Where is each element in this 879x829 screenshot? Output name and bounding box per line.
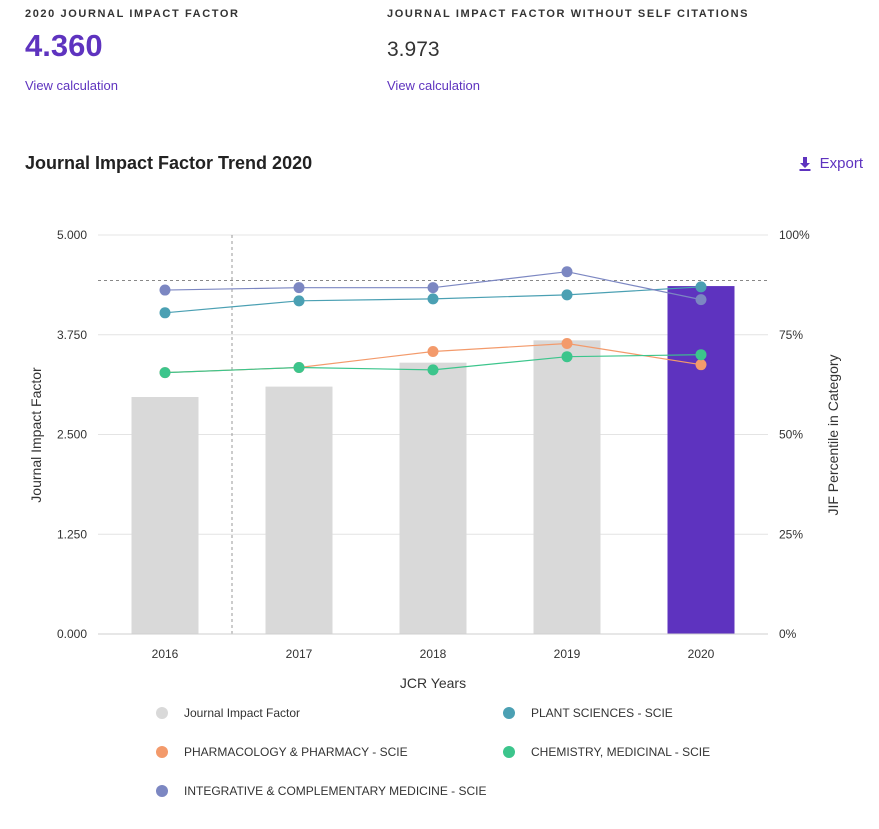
series-point — [293, 361, 305, 373]
y2-tick-label: 0% — [779, 627, 797, 641]
y2-axis-title: JIF Percentile in Category — [825, 354, 841, 515]
legend-dot-plant-sciences — [503, 707, 515, 719]
y-tick-label: 3.750 — [57, 328, 87, 342]
chart-title: Journal Impact Factor Trend 2020 — [25, 153, 313, 173]
series-point — [427, 293, 439, 305]
bar-2020 — [667, 286, 735, 634]
series-point — [561, 338, 573, 350]
y2-tick-label: 25% — [779, 527, 803, 541]
series-point — [561, 289, 573, 301]
legend-label-plant-sciences: PLANT SCIENCES - SCIE — [531, 706, 673, 720]
jif-view-calculation-link[interactable]: View calculation — [25, 78, 118, 93]
export-button[interactable]: Export — [799, 155, 863, 172]
bar-2017 — [265, 386, 333, 634]
series-point — [159, 367, 171, 379]
series-point — [695, 281, 707, 293]
series-point — [561, 266, 573, 278]
percentile-lines — [159, 266, 707, 379]
series-point — [159, 284, 171, 296]
legend-label-integrative-medicine: INTEGRATIVE & COMPLEMENTARY MEDICINE - S… — [184, 784, 487, 798]
legend-label-pharmacology: PHARMACOLOGY & PHARMACY - SCIE — [184, 745, 408, 759]
jif-value: 4.360 — [25, 28, 103, 63]
series-point — [293, 295, 305, 307]
y2-tick-label: 75% — [779, 328, 803, 342]
y-axis-title: Journal Impact Factor — [28, 367, 44, 503]
bar-2016 — [131, 396, 199, 634]
y-tick-label: 0.000 — [57, 627, 87, 641]
y2-tick-label: 100% — [779, 228, 810, 242]
series-point — [695, 294, 707, 306]
y2-tick-label: 50% — [779, 428, 803, 442]
axes: 0.000 0% 1.250 25% 2.500 50% 3.750 75% 5.000 100%… — [57, 228, 810, 661]
jif-without-self-view-calculation-link[interactable]: View calculation — [387, 78, 480, 93]
bars — [131, 286, 735, 634]
legend-dot-jif — [156, 707, 168, 719]
legend-label-jif: Journal Impact Factor — [184, 706, 301, 720]
x-tick-label: 2019 — [554, 647, 581, 661]
y-tick-label: 1.250 — [57, 527, 87, 541]
legend-item-chemistry-medicinal[interactable]: CHEMISTRY, MEDICINAL - SCIE — [503, 745, 710, 759]
series-point — [293, 282, 305, 294]
series-point — [159, 307, 171, 319]
legend-dot-integrative-medicine — [156, 785, 168, 797]
x-tick-label: 2020 — [688, 647, 715, 661]
legend-item-plant-sciences[interactable]: PLANT SCIENCES - SCIE — [503, 706, 673, 720]
jif-metric: 2020 JOURNAL IMPACT FACTOR 4.360 View ca… — [25, 8, 240, 95]
x-tick-label: 2016 — [152, 647, 179, 661]
x-tick-label: 2017 — [286, 647, 313, 661]
series-point — [561, 351, 573, 363]
series-point — [427, 282, 439, 294]
series-point — [695, 359, 707, 371]
y-tick-label: 2.500 — [57, 428, 87, 442]
series-point — [427, 364, 439, 376]
x-tick-label: 2018 — [420, 647, 447, 661]
legend-item-pharmacology[interactable]: PHARMACOLOGY & PHARMACY - SCIE — [156, 745, 408, 759]
jif-without-self-value: 3.973 — [387, 38, 440, 61]
legend-dot-chemistry-medicinal — [503, 746, 515, 758]
legend-dot-pharmacology — [156, 746, 168, 758]
jif-without-self-label: JOURNAL IMPACT FACTOR WITHOUT SELF CITAT… — [387, 8, 750, 20]
legend-item-integrative-medicine[interactable]: INTEGRATIVE & COMPLEMENTARY MEDICINE - S… — [156, 784, 487, 798]
series-point — [427, 346, 439, 358]
legend-item-jif[interactable]: Journal Impact Factor — [156, 706, 300, 720]
download-icon — [799, 156, 811, 171]
jif-without-self-citations-metric: JOURNAL IMPACT FACTOR WITHOUT SELF CITAT… — [387, 8, 749, 95]
series-point — [695, 349, 707, 361]
x-axis-title: JCR Years — [400, 675, 466, 691]
bar-2018 — [399, 362, 467, 634]
jif-label: 2020 JOURNAL IMPACT FACTOR — [25, 8, 240, 20]
legend-label-chemistry-medicinal: CHEMISTRY, MEDICINAL - SCIE — [531, 745, 711, 759]
export-label: Export — [819, 155, 863, 172]
bar-2019 — [533, 340, 601, 634]
y-tick-label: 5.000 — [57, 228, 87, 242]
